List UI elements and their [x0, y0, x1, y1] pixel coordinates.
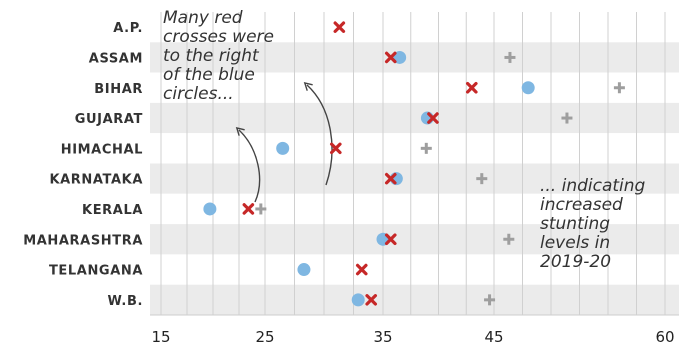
cross-marker [384, 51, 397, 64]
plus-marker [484, 294, 496, 306]
plus-marker [255, 203, 267, 215]
cross-marker [242, 203, 255, 215]
plus-marker [503, 233, 515, 245]
row-band [150, 284, 679, 315]
state-labels: A.P. ASSAM BIHAR GUJARAT HIMACHAL KARNATAKA KE… [23, 21, 143, 309]
state-label: GUJARAT [75, 112, 143, 127]
cross-marker [384, 172, 397, 185]
data-marks [203, 21, 625, 307]
annotation-line: ... indicating [540, 176, 646, 196]
plus-marker [561, 112, 573, 124]
state-label: A.P. [113, 21, 143, 36]
circle-marker [297, 263, 311, 277]
circle-marker [351, 293, 365, 307]
annotation-line: increased [540, 195, 623, 215]
cross-marker [365, 294, 377, 306]
x-tick-label: 45 [484, 328, 503, 346]
plus-marker [476, 173, 488, 185]
row-band [150, 133, 679, 164]
row-band [150, 12, 679, 43]
x-tick-label: 35 [373, 328, 392, 346]
x-axis-ticks: 15 25 35 45 60 [151, 328, 674, 346]
annotation-line: of the blue [163, 65, 255, 85]
row-band [150, 193, 679, 225]
row-band [150, 163, 679, 194]
row-band [150, 254, 679, 285]
cross-marker [466, 81, 478, 94]
cross-marker [330, 142, 342, 155]
annotation-arrows [235, 82, 333, 203]
annotation-line: 2019-20 [540, 252, 611, 272]
circle-marker [276, 141, 290, 155]
state-label: KARNATAKA [49, 173, 143, 188]
state-label: W.B. [108, 294, 143, 309]
annotation-line: circles... [163, 84, 234, 104]
row-band [150, 42, 679, 73]
row-band [150, 102, 679, 134]
annotation-arrow [303, 82, 333, 186]
circle-marker [521, 81, 535, 95]
cross-marker [355, 263, 368, 276]
state-label: KERALA [82, 203, 143, 218]
circle-marker [393, 50, 407, 64]
row-band [150, 224, 679, 255]
x-tick-label: 15 [151, 328, 170, 346]
annotation-line: levels in [540, 233, 610, 253]
annotation-line: crosses were [163, 27, 274, 47]
state-label: BIHAR [94, 82, 143, 97]
plus-marker [420, 142, 432, 154]
annotation-line: Many red [163, 8, 243, 28]
circle-marker [203, 202, 217, 216]
state-label: ASSAM [89, 51, 143, 66]
x-tick-label: 25 [255, 328, 274, 346]
annotation-line: to the right [163, 46, 260, 66]
x-tick-label: 60 [655, 328, 674, 346]
plus-marker [613, 82, 625, 94]
row-band [150, 72, 679, 103]
cross-marker [384, 233, 397, 246]
cross-marker [333, 21, 346, 33]
vertical-gridlines [160, 12, 666, 315]
state-label: TELANGANA [49, 264, 143, 279]
annotation-line: stunting [540, 214, 610, 234]
plus-marker [504, 51, 516, 63]
state-label: MAHARASHTRA [23, 233, 143, 248]
cross-marker [427, 112, 439, 124]
annotation-arrow [235, 126, 261, 203]
row-bands [150, 12, 679, 316]
state-label: HIMACHAL [61, 142, 143, 157]
